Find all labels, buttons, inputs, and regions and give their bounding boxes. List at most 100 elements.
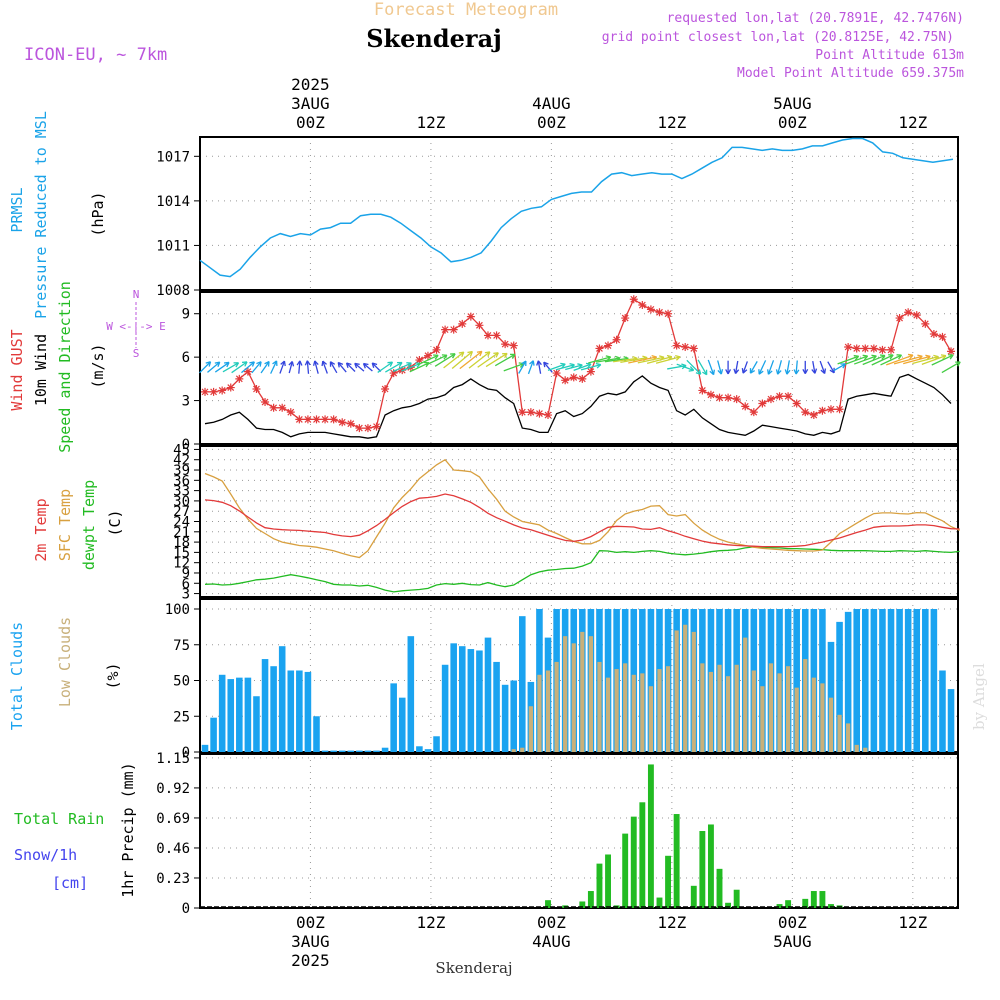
rain-bar: [716, 868, 723, 908]
wind-gust-line-marker: [689, 344, 698, 353]
wind-arrow-head: [249, 361, 255, 367]
low-cloud-bar: [768, 663, 774, 752]
total-cloud-bar: [287, 670, 295, 752]
time-axis-label: 12Z: [416, 913, 445, 932]
snow-unit-label: [cm]: [52, 874, 88, 892]
wind-direction-arrow: [827, 361, 835, 374]
wind-arrow-head: [948, 354, 954, 360]
wind-direction-arrow: [871, 354, 894, 366]
rain-bar: [605, 854, 611, 908]
wind-direction-arrow: [886, 353, 914, 366]
total-cloud-bar: [930, 609, 938, 752]
wind-direction-arrow: [749, 361, 758, 374]
low-cloud-bar: [794, 687, 799, 752]
wind-arrow-shaft: [346, 362, 356, 372]
time-axis-label: 00Z: [537, 913, 566, 932]
wind-arrow-shaft: [777, 360, 783, 375]
low-cloud-bar: [597, 661, 602, 752]
y-tick-label: 24: [173, 515, 190, 531]
wind-gust-line-marker: [878, 345, 887, 354]
total-cloud-bar: [364, 750, 372, 752]
total-cloud-bar: [647, 609, 655, 752]
total-cloud-bar: [253, 696, 260, 752]
wind-arrow-head: [458, 351, 465, 358]
low-cloud-bar: [725, 676, 731, 752]
wind-direction-arrow: [354, 362, 365, 372]
wind-arrow-shaft: [880, 354, 902, 366]
rain-bar: [545, 900, 551, 908]
wind-gust-line-marker: [466, 312, 475, 321]
wind-gust-line-marker: [852, 344, 861, 353]
wind-gust-line-marker: [646, 305, 655, 314]
wind-direction-arrow: [547, 362, 566, 372]
location-title: Skenderaj: [366, 24, 502, 53]
wind-direction-arrow: [802, 360, 809, 374]
wind-arrow-shaft: [477, 352, 499, 368]
wind-arrow-head: [767, 369, 773, 375]
time-axis-label: 2025: [291, 951, 330, 970]
wind-arrow-shaft: [443, 351, 465, 369]
wind-gust-line-marker: [458, 319, 467, 328]
wind-gust-line-marker: [655, 308, 664, 317]
total-cloud-bar: [947, 689, 955, 752]
rain-bar: [802, 898, 809, 908]
panel-frame: [199, 753, 959, 909]
wind-gust-line-marker: [389, 369, 398, 378]
low-cloud-bar: [691, 631, 696, 752]
low-cloud-bar: [511, 749, 516, 752]
y-tick-label: 100: [165, 602, 190, 618]
wind-arrow-shaft: [270, 360, 278, 374]
y-tick-label: 50: [173, 674, 190, 690]
pressure-label-msl: Pressure Reduced to MSL: [32, 111, 50, 319]
wind-10m-label: 10m Wind: [32, 334, 50, 406]
wind-arrow-head: [802, 368, 809, 374]
wind-arrow-head: [441, 354, 448, 360]
wind-arrow-head: [272, 360, 278, 366]
low-cloud-bar: [760, 686, 765, 752]
wind-direction-arrow: [853, 354, 877, 365]
total-cloud-bar: [330, 750, 337, 752]
wind-gust-line-marker: [483, 331, 492, 340]
wind-gust-line-marker: [518, 408, 527, 417]
total-cloud-bar: [484, 637, 492, 752]
y-tick-label: 15: [173, 545, 190, 561]
wind-arrow-shaft: [931, 354, 954, 366]
wind-direction-arrow: [260, 360, 270, 374]
wind-gust-line-marker: [381, 384, 390, 393]
wind-direction-arrow: [580, 362, 602, 371]
wind-gust-line-marker: [664, 309, 673, 318]
wind-arrow-shaft: [288, 361, 293, 374]
wind-arrow-head: [214, 361, 221, 368]
wind-direction-arrow: [199, 361, 212, 374]
wind-direction-arrow: [251, 361, 262, 374]
total-cloud-bar: [501, 684, 509, 752]
wind-arrow-shaft: [547, 363, 566, 372]
total-cloud-bar: [304, 671, 312, 752]
low-cloud-bar: [537, 674, 542, 752]
wind-arrow-shaft: [314, 360, 319, 374]
total-cloud-bar: [407, 636, 415, 752]
wind-arrow-head: [888, 354, 894, 360]
wind-direction-arrow: [304, 360, 311, 374]
wind-gust-line-marker: [758, 399, 767, 408]
wind-gust-line-marker: [552, 369, 561, 378]
wind-direction-arrow: [477, 352, 499, 368]
total-cloud-bar: [296, 670, 303, 752]
wind-direction-arrow: [329, 361, 338, 374]
wind-arrow-head: [955, 361, 961, 367]
surface-temp-line: [204, 458, 960, 559]
wind-direction-arrow: [459, 350, 483, 370]
wind-arrow-shaft: [555, 364, 575, 371]
wind-arrow-shaft: [758, 360, 767, 375]
wind-arrow-shaft: [537, 360, 542, 374]
wind-arrow-shaft: [518, 360, 527, 374]
pressure-label-prmsl: PRMSL: [8, 187, 26, 232]
compass-north: N: [133, 288, 140, 301]
wind-arrow-head: [811, 368, 818, 374]
total-cloud-bar: [476, 650, 483, 752]
wind-arrow-shaft: [604, 357, 629, 363]
low-cloud-bar: [837, 714, 842, 752]
y-tick-label: 1008: [156, 283, 190, 299]
wind-direction-arrow: [518, 360, 527, 374]
wind-gust-line: [205, 298, 952, 429]
